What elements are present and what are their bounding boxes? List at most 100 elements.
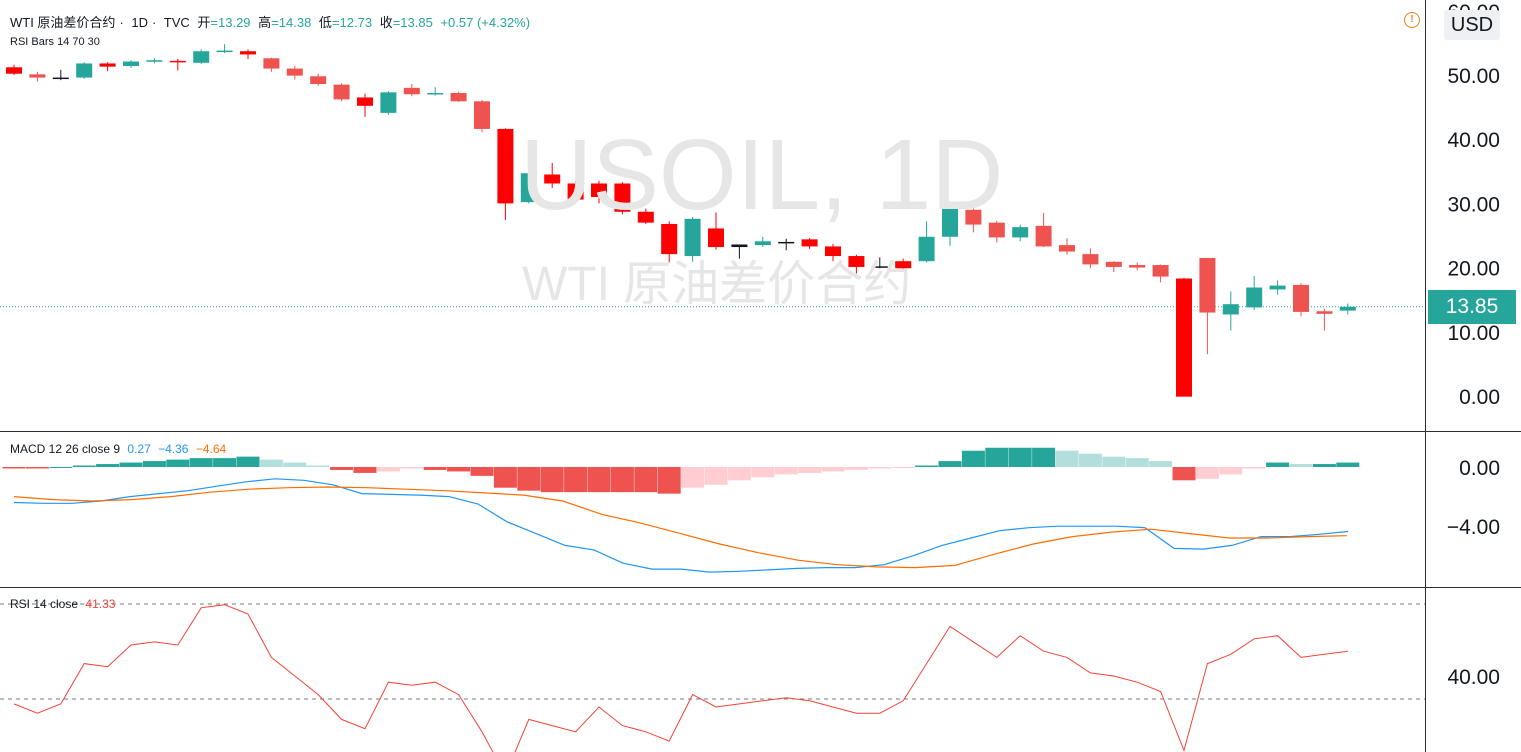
macd-legend-signal: −4.36 [158,442,189,456]
macd-histogram-bar [25,467,49,469]
candle-body [520,173,537,203]
candle-body [942,208,958,237]
macd-histogram-bar [704,467,728,485]
macd-histogram-bar [72,465,96,467]
symbol-name[interactable]: WTI 原油差价合约 [10,15,116,30]
candle-body [825,246,841,257]
candle-body [1246,287,1263,308]
candle-body [333,84,350,100]
macd-histogram-bar [564,467,588,493]
price-axis-tick: 50.00 [1447,65,1500,88]
macd-histogram-bar [119,462,143,467]
candle-body [1082,254,1099,265]
candle-body [848,256,865,267]
candle-body [286,68,303,76]
close-value: =13.85 [392,15,433,30]
macd-histogram-bar [774,467,798,475]
candle-body [708,228,724,248]
candle-body [1339,306,1356,311]
macd-legend-macd: 0.27 [127,442,151,456]
macd-histogram-bar [1032,447,1056,467]
macd-histogram-bar [938,461,962,467]
candle-body [357,97,373,106]
rsi-legend-label: RSI 14 close [10,597,79,611]
macd-histogram-bar [798,467,822,473]
macd-histogram-bar [868,467,892,469]
candle-body [1129,265,1146,268]
candle-body [1105,261,1122,267]
macd-histogram-bar [1149,461,1173,467]
candle-body [29,74,46,78]
candle-body [310,76,327,84]
interval-label: 1D [131,15,149,30]
candle-body [193,51,210,63]
macd-legend-label: MACD 12 26 close 9 [10,442,121,456]
change-value: +0.57 (+4.32%) [440,15,531,30]
alert-icon[interactable]: ! [1404,12,1420,28]
macd-histogram-bar [1336,462,1360,467]
macd-histogram-bar [2,467,26,469]
low-value: =12.73 [331,15,373,30]
exchange-label: TVC [163,15,190,30]
candle-body [591,183,607,197]
macd-histogram-bar [213,458,237,467]
macd-axis-tick: −4.00 [1447,516,1500,539]
candle-body [1316,311,1333,314]
macd-histogram-bar [610,467,634,493]
macd-legend[interactable]: MACD 12 26 close 9 0.27 −4.36 −4.64 [10,442,230,456]
high-label: 高 [258,15,272,30]
macd-histogram-bar [915,465,939,467]
candle-body [123,61,139,67]
rsi-legend[interactable]: RSI 14 close 41.33 [10,597,119,611]
macd-histogram-bar [1055,450,1079,467]
candle-body [146,60,163,62]
macd-histogram-bar [540,467,564,493]
candle-body [450,92,467,102]
candle-body [801,239,818,247]
macd-histogram-bar [1172,467,1196,481]
macd-histogram-bar [1312,464,1336,467]
candle-body [474,101,490,129]
currency-button[interactable]: USD [1444,10,1500,40]
candle-body [614,183,631,212]
high-value: =14.38 [271,15,312,30]
close-label: 收 [379,15,393,30]
macd-line [13,478,1349,573]
macd-histogram-bar [1125,458,1149,467]
candle-body [52,77,69,80]
candle-body [1222,304,1239,315]
macd-legend-hist: −4.64 [195,442,227,456]
candle-body [1035,225,1052,247]
macd-histogram-bar [1008,447,1032,467]
macd-histogram-bar [1289,464,1313,467]
signal-line [13,486,1347,569]
macd-histogram-bar [142,461,166,467]
candle-body [427,92,444,95]
candle-body [1152,265,1169,277]
price-axis-tick: 10.00 [1447,322,1500,345]
low-label: 低 [318,15,332,30]
candle-body [918,236,935,262]
rsi-line [13,604,1348,752]
macd-histogram-bar [96,464,120,467]
price-axis-tick: 30.00 [1447,193,1500,216]
macd-histogram-bar [517,467,541,491]
candle-body [895,261,912,269]
candle-body [216,50,233,53]
candle-body [567,183,584,200]
macd-histogram-bar [447,467,471,472]
macd-histogram-bar [470,467,494,476]
candle-body [965,209,982,225]
rsi-bars-legend[interactable]: RSI Bars 14 70 30 [10,36,100,48]
macd-histogram-bar [376,467,400,472]
macd-histogram-bar [189,458,213,467]
candle-body [1293,284,1309,312]
macd-histogram-bar [634,467,658,493]
candle-body [240,51,256,55]
macd-histogram-bar [681,467,705,488]
candle-body [661,223,678,255]
candle-body [263,58,280,69]
macd-histogram-bar [844,467,868,470]
candle-body [403,87,420,95]
